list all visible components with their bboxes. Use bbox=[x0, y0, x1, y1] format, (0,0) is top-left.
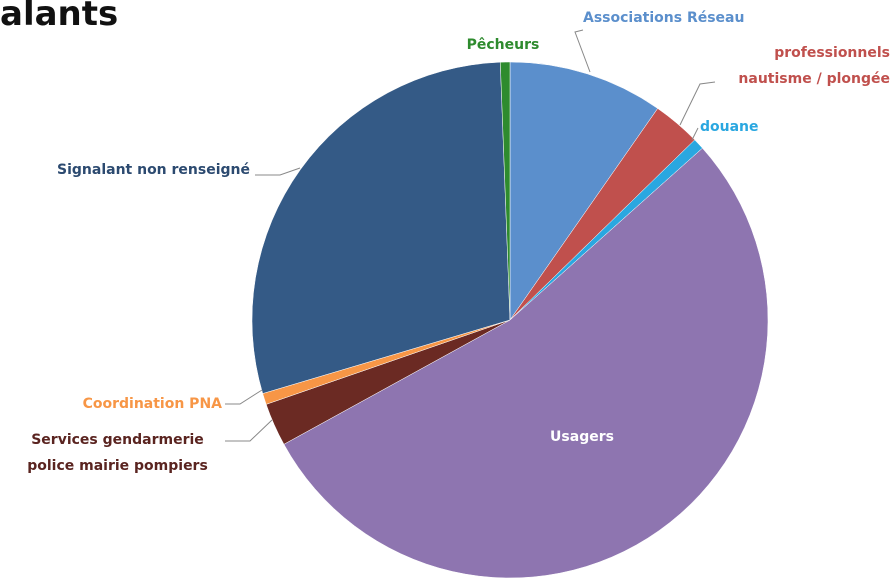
slice-label: Usagers bbox=[550, 429, 614, 445]
chart-title: alants bbox=[0, 0, 119, 34]
slice-label: douane bbox=[700, 119, 759, 135]
pie-slice bbox=[251, 61, 511, 394]
slice-label: Coordination PNA bbox=[82, 396, 222, 412]
leader-line bbox=[574, 29, 591, 73]
pie-slice bbox=[500, 61, 511, 321]
leader-line bbox=[679, 81, 716, 126]
leader-line bbox=[225, 389, 263, 405]
slice-label: Services gendarmerie police mairie pompi… bbox=[27, 432, 208, 474]
pie-slice bbox=[283, 147, 769, 579]
slice-label: Pêcheurs bbox=[466, 37, 540, 53]
slice-label: professionnels nautisme / plongée bbox=[738, 45, 890, 87]
slice-label: Signalant non renseigné bbox=[57, 162, 250, 178]
pie-slice bbox=[509, 61, 659, 321]
leader-lines bbox=[225, 29, 716, 442]
slice-label: Associations Réseau bbox=[583, 10, 745, 26]
leader-line bbox=[691, 127, 699, 141]
leader-line bbox=[255, 167, 301, 176]
leader-line bbox=[225, 419, 273, 442]
